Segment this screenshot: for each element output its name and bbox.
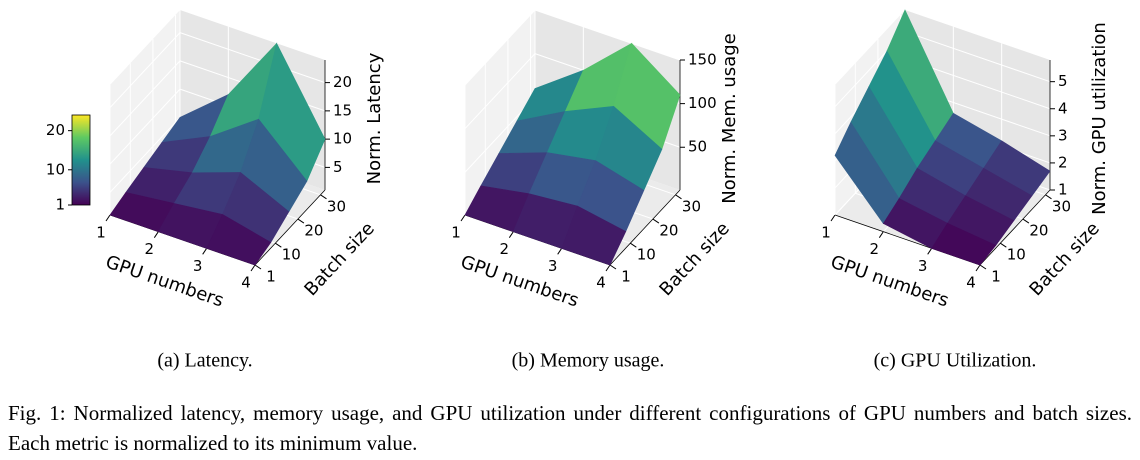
x-tick-label: 2 bbox=[145, 240, 155, 258]
subfigure-caption: (c) GPU Utilization. bbox=[874, 350, 1037, 372]
z-tick-label: 1 bbox=[1058, 181, 1068, 199]
left-pane bbox=[465, 10, 535, 215]
x-tick-label: 3 bbox=[548, 257, 558, 275]
y-tick-label: 10 bbox=[282, 246, 301, 264]
x-tick bbox=[105, 214, 111, 222]
z-tick-label: 5 bbox=[1058, 72, 1068, 90]
x-tick bbox=[153, 231, 159, 238]
x-tick bbox=[508, 231, 514, 238]
x-axis-label: GPU numbers bbox=[458, 252, 581, 312]
grid-line bbox=[464, 53, 536, 129]
colorbar-tick-label: 1 bbox=[55, 196, 65, 214]
y-tick bbox=[652, 218, 660, 224]
z-tick-label: 20 bbox=[333, 73, 352, 91]
y-tick bbox=[320, 194, 327, 200]
x-tick bbox=[605, 264, 611, 272]
y-tick-label: 20 bbox=[659, 222, 678, 240]
x-tick-label: 1 bbox=[451, 224, 461, 242]
y-tick bbox=[275, 242, 282, 248]
x-tick bbox=[557, 248, 563, 255]
z-tick-label: 5 bbox=[333, 158, 343, 176]
x-tick-label: 3 bbox=[918, 257, 928, 275]
y-tick-label: 10 bbox=[637, 246, 656, 264]
x-tick-label: 2 bbox=[500, 240, 510, 258]
colorbar bbox=[71, 114, 91, 206]
z-tick-label: 4 bbox=[1058, 99, 1068, 117]
z-axis-label: Norm. GPU utilization bbox=[1089, 22, 1110, 215]
subfigure-caption: (b) Memory usage. bbox=[512, 350, 665, 372]
grid-line bbox=[109, 60, 181, 137]
y-tick-label: 1 bbox=[991, 268, 1001, 286]
z-tick-label: 150 bbox=[688, 51, 717, 69]
z-tick-label: 15 bbox=[333, 101, 352, 119]
y-tick bbox=[630, 242, 637, 248]
x-tick bbox=[927, 248, 933, 255]
x-tick-label: 3 bbox=[193, 257, 203, 275]
x-tick bbox=[460, 214, 466, 222]
y-tick-label: 1 bbox=[621, 268, 631, 286]
surface-face bbox=[206, 214, 272, 266]
y-tick-label: 20 bbox=[1029, 222, 1048, 240]
x-tick bbox=[250, 264, 256, 272]
axis-line bbox=[609, 189, 681, 266]
axis-line bbox=[979, 189, 1051, 266]
axis-line bbox=[254, 189, 326, 266]
y-tick-label: 20 bbox=[304, 222, 323, 240]
z-axis-label: Norm. Mem. usage bbox=[719, 33, 740, 203]
grid-line bbox=[109, 32, 181, 108]
grid-line bbox=[109, 88, 181, 165]
x-tick-label: 2 bbox=[870, 240, 880, 258]
x-tick-label: 1 bbox=[96, 224, 106, 242]
y-tick-label: 30 bbox=[327, 197, 346, 215]
surface-face bbox=[561, 205, 627, 266]
z-axis-label: Norm. Latency bbox=[364, 52, 385, 184]
y-tick bbox=[297, 218, 305, 224]
y-tick bbox=[1000, 242, 1007, 248]
x-axis-label: GPU numbers bbox=[103, 252, 226, 312]
z-tick-label: 50 bbox=[688, 138, 707, 156]
subfigure-caption: (a) Latency. bbox=[157, 350, 252, 372]
x-tick-label: 4 bbox=[596, 274, 606, 292]
grid-line bbox=[904, 31, 1051, 83]
x-tick bbox=[878, 231, 884, 238]
y-tick-label: 30 bbox=[1052, 197, 1071, 215]
grid-line bbox=[464, 9, 536, 86]
figure-caption: Fig. 1: Normalized latency, memory usage… bbox=[8, 401, 1132, 455]
z-tick-label: 3 bbox=[1058, 126, 1068, 144]
z-tick-label: 100 bbox=[688, 94, 717, 112]
grid-line bbox=[534, 9, 681, 61]
x-tick-label: 4 bbox=[241, 274, 251, 292]
y-tick bbox=[609, 264, 617, 270]
x-tick-label: 4 bbox=[966, 274, 976, 292]
grid-line bbox=[109, 117, 181, 193]
left-pane bbox=[110, 10, 180, 215]
x-tick bbox=[975, 264, 981, 272]
x-tick bbox=[202, 248, 208, 255]
y-tick bbox=[979, 264, 987, 270]
x-tick bbox=[830, 214, 836, 222]
x-axis-label: GPU numbers bbox=[828, 252, 951, 312]
colorbar-tick-label: 10 bbox=[46, 160, 65, 178]
surface-face bbox=[931, 222, 997, 266]
z-tick-label: 2 bbox=[1058, 153, 1068, 171]
y-tick bbox=[1045, 194, 1052, 200]
grid-line bbox=[179, 32, 326, 84]
y-tick-label: 30 bbox=[682, 197, 701, 215]
y-tick-label: 10 bbox=[1007, 246, 1026, 264]
colorbar-tick-label: 20 bbox=[46, 121, 65, 139]
z-tick-label: 10 bbox=[333, 130, 352, 148]
y-tick bbox=[1022, 218, 1030, 224]
x-tick-label: 1 bbox=[821, 224, 831, 242]
y-tick bbox=[254, 264, 262, 270]
y-tick-label: 1 bbox=[266, 268, 276, 286]
y-tick bbox=[675, 194, 682, 200]
